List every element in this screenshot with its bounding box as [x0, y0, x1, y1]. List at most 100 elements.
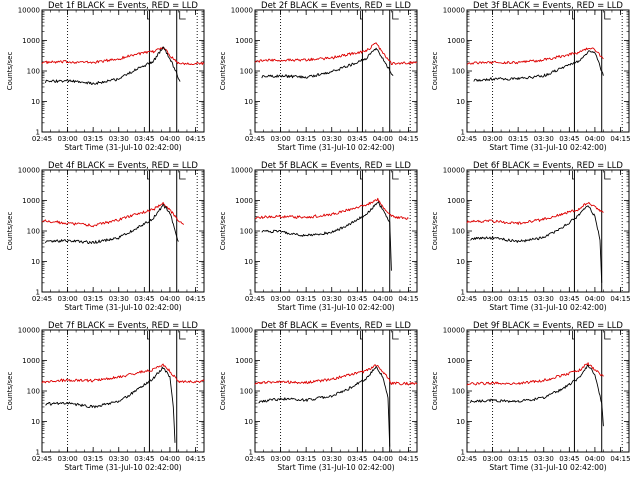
x-tick-label: 03:15: [296, 295, 316, 303]
x-axis-label: Start Time (31-Jul-10 02:42:00): [64, 463, 181, 472]
panel-5: Det 5f BLACK = Events, RED = LLD 1 10 100 10…: [219, 161, 419, 312]
y-tick-label: 10: [456, 98, 465, 106]
x-tick-label: 03:45: [559, 135, 579, 143]
y-tick-label: 1: [249, 449, 253, 457]
y-tick-label: 10: [31, 418, 40, 426]
x-tick-label: 04:00: [160, 455, 180, 463]
x-tick-label: 03:30: [322, 455, 342, 463]
marker-bracket: [360, 171, 363, 180]
panel-1: Det 1f BLACK = Events, RED = LLD 1 10 100 10…: [6, 1, 206, 152]
panel-title: Det 8f BLACK = Events, RED = LLD: [261, 321, 411, 331]
y-tick-label: 100: [452, 68, 465, 76]
y-tick-label: 10: [31, 258, 40, 266]
x-tick-label: 03:00: [270, 455, 290, 463]
y-axis-label: Counts/sec: [6, 212, 14, 251]
marker-bracket: [179, 11, 186, 20]
x-tick-label: 03:15: [508, 135, 528, 143]
events-series-line: [261, 47, 394, 79]
panel-2: Det 2f BLACK = Events, RED = LLD 1 10 100 10…: [219, 1, 419, 152]
y-tick-label: 1: [36, 289, 40, 297]
panel-4: Det 4f BLACK = Events, RED = LLD 1 10 100 10…: [6, 161, 206, 312]
y-tick-label: 10000: [18, 167, 40, 175]
marker-bracket: [392, 331, 399, 340]
x-axis-label: Start Time (31-Jul-10 02:42:00): [277, 463, 394, 472]
marker-bracket: [360, 11, 363, 20]
y-tick-label: 100: [452, 388, 465, 396]
x-tick-label: 04:00: [373, 455, 393, 463]
x-tick-label: 03:15: [508, 295, 528, 303]
x-tick-label: 03:00: [57, 295, 77, 303]
plot-frame: [41, 329, 205, 453]
panel-title: Det 4f BLACK = Events, RED = LLD: [48, 161, 198, 171]
x-tick-label: 02:45: [457, 455, 477, 463]
plot-frame: [466, 9, 630, 133]
x-tick-label: 04:15: [610, 455, 630, 463]
y-axis-label: Counts/sec: [219, 212, 227, 251]
y-tick-label: 1000: [447, 37, 465, 45]
y-tick-label: 1000: [22, 197, 40, 205]
plot-frame: [254, 329, 418, 453]
marker-bracket: [179, 331, 186, 340]
y-tick-label: 10: [456, 258, 465, 266]
y-axis-label: Counts/sec: [431, 372, 439, 411]
y-tick-label: 1000: [235, 357, 253, 365]
x-tick-label: 03:45: [134, 455, 154, 463]
lld-series-line: [254, 42, 418, 66]
x-tick-label: 04:00: [373, 135, 393, 143]
y-tick-label: 100: [27, 388, 40, 396]
plot-frame: [254, 169, 418, 293]
x-tick-label: 03:30: [322, 135, 342, 143]
y-tick-label: 10000: [231, 167, 253, 175]
x-tick-label: 03:00: [482, 455, 502, 463]
x-tick-label: 03:45: [347, 455, 367, 463]
marker-bracket: [572, 331, 575, 340]
x-tick-label: 03:45: [559, 295, 579, 303]
x-tick-label: 02:45: [245, 455, 265, 463]
x-tick-label: 03:45: [134, 135, 154, 143]
x-axis-label: Start Time (31-Jul-10 02:42:00): [277, 303, 394, 312]
y-tick-label: 1000: [447, 197, 465, 205]
x-axis-label: Start Time (31-Jul-10 02:42:00): [489, 303, 606, 312]
x-axis-label: Start Time (31-Jul-10 02:42:00): [489, 143, 606, 152]
x-tick-label: 02:45: [245, 295, 265, 303]
y-tick-label: 10: [244, 418, 253, 426]
plot-frame: [41, 169, 205, 293]
plot-frame: [466, 169, 630, 293]
marker-bracket: [604, 11, 611, 20]
marker-bracket: [179, 171, 186, 180]
y-tick-label: 1: [36, 449, 40, 457]
x-tick-label: 03:30: [109, 455, 129, 463]
x-tick-label: 04:15: [398, 295, 418, 303]
y-tick-label: 1: [249, 289, 253, 297]
marker-bracket: [392, 11, 399, 20]
marker-bracket: [147, 171, 150, 180]
marker-bracket: [572, 11, 575, 20]
panel-9: Det 9f BLACK = Events, RED = LLD 1 10 100 10…: [431, 321, 631, 472]
y-tick-label: 10000: [231, 327, 253, 335]
x-tick-label: 03:30: [109, 295, 129, 303]
panel-7: Det 7f BLACK = Events, RED = LLD 1 10 100 10…: [6, 321, 206, 472]
x-tick-label: 02:45: [457, 295, 477, 303]
x-tick-label: 04:15: [610, 295, 630, 303]
x-tick-label: 04:15: [398, 135, 418, 143]
y-axis-label: Counts/sec: [6, 372, 14, 411]
events-series-line: [261, 201, 392, 271]
y-axis-label: Counts/sec: [219, 372, 227, 411]
x-tick-label: 03:30: [534, 135, 554, 143]
y-tick-label: 100: [240, 388, 253, 396]
x-axis-label: Start Time (31-Jul-10 02:42:00): [489, 463, 606, 472]
x-tick-label: 03:45: [347, 295, 367, 303]
x-tick-label: 03:45: [559, 455, 579, 463]
y-tick-label: 10: [456, 418, 465, 426]
lld-series-line: [41, 47, 205, 66]
x-tick-label: 04:15: [610, 135, 630, 143]
panel-title: Det 5f BLACK = Events, RED = LLD: [261, 161, 411, 171]
events-series-line: [44, 46, 181, 85]
x-axis-label: Start Time (31-Jul-10 02:42:00): [64, 143, 181, 152]
x-tick-label: 04:00: [160, 295, 180, 303]
marker-bracket: [392, 171, 399, 180]
x-tick-label: 03:15: [296, 135, 316, 143]
x-tick-label: 04:15: [398, 455, 418, 463]
x-tick-label: 04:15: [185, 455, 205, 463]
x-tick-label: 04:00: [585, 295, 605, 303]
